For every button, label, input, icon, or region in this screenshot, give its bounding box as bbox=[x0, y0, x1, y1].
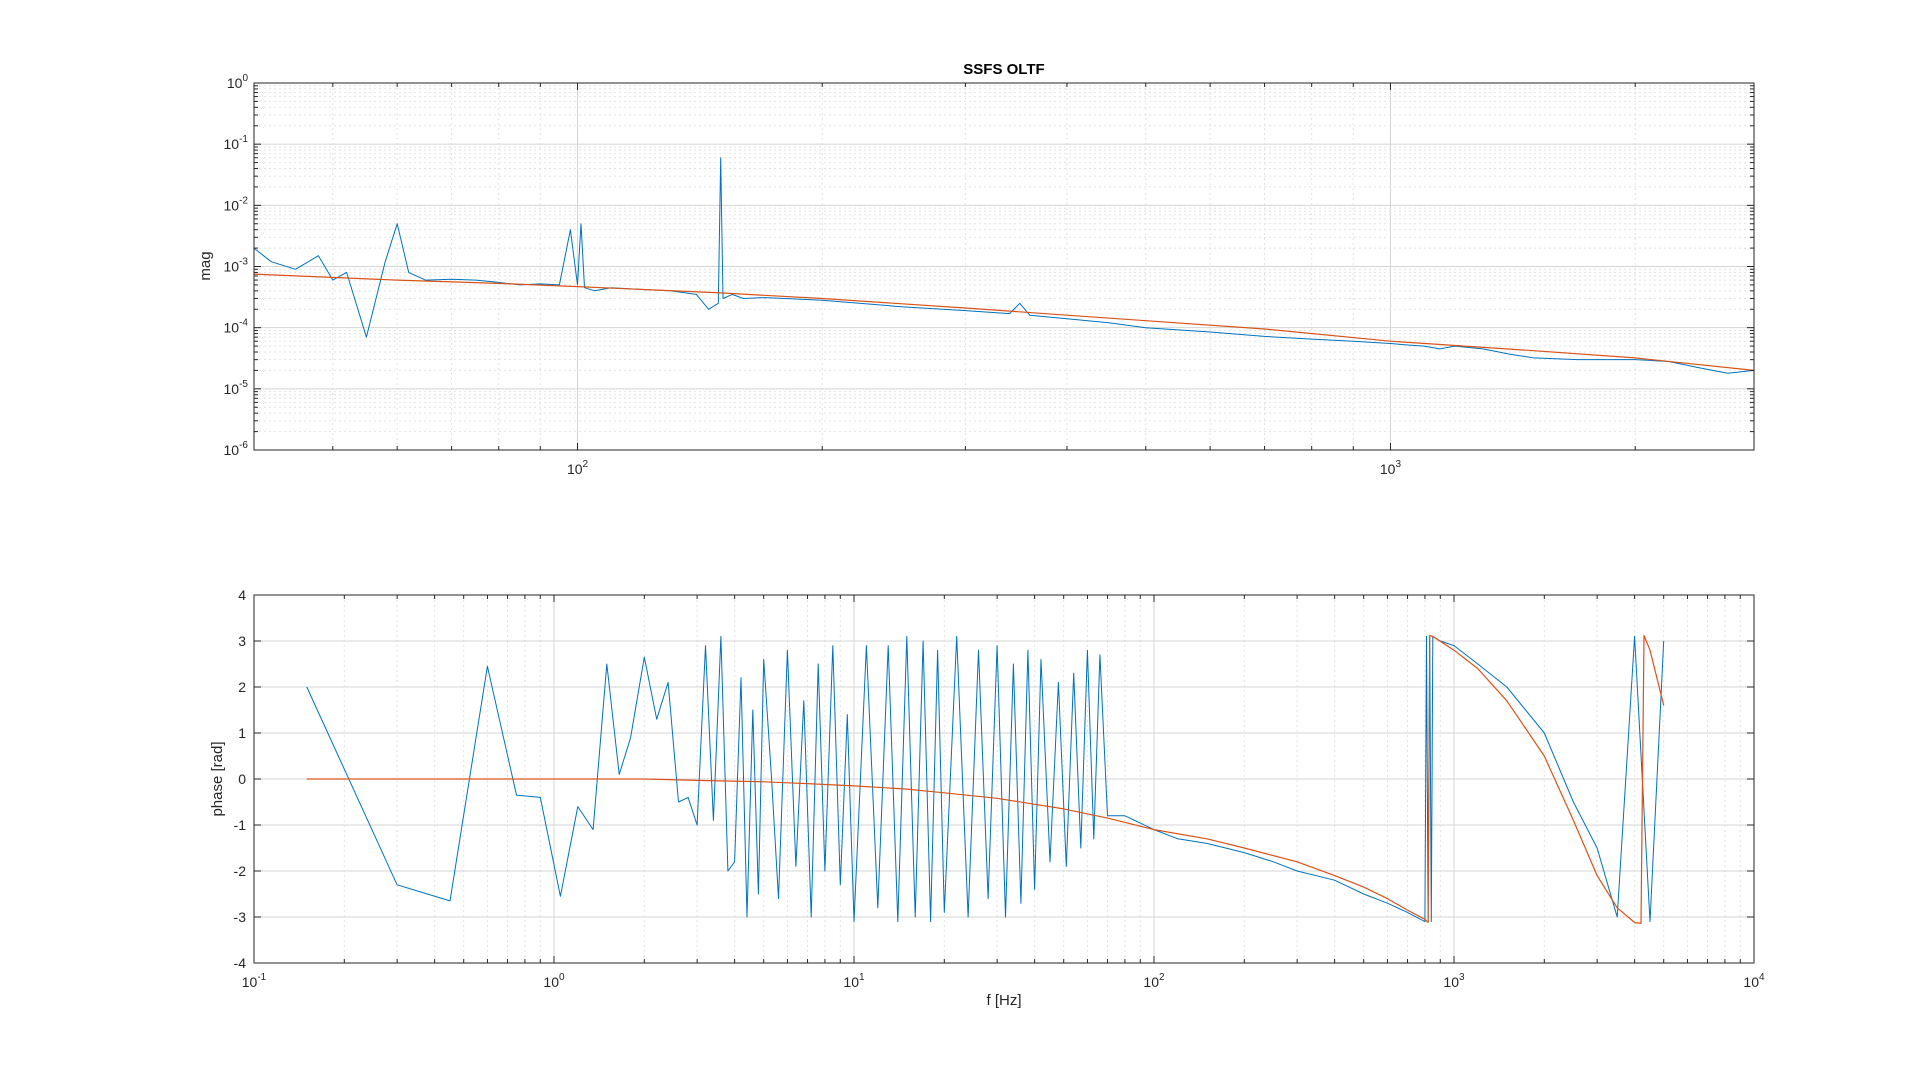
mag-x-tick-label: 103 bbox=[1380, 459, 1402, 477]
phase-lines bbox=[306, 634, 1665, 925]
mag-measured-line bbox=[253, 157, 1755, 374]
phase-grid bbox=[253, 594, 1755, 964]
phase-y-tick-label: -4 bbox=[234, 955, 247, 971]
phase-x-tick-label: 101 bbox=[843, 972, 865, 990]
phase-x-tick-label: 10-1 bbox=[242, 972, 267, 990]
phase-x-axis-label: f [Hz] bbox=[986, 992, 1021, 1009]
phase-x-tick-label: 102 bbox=[1143, 972, 1165, 990]
mag-y-tick-label: 10-2 bbox=[224, 195, 249, 213]
mag-y-tick-label: 10-4 bbox=[224, 318, 249, 336]
phase-y-tick-label: -1 bbox=[234, 817, 247, 833]
mag-x-tick-label: 102 bbox=[567, 459, 589, 477]
phase-x-tick-label: 103 bbox=[1443, 972, 1465, 990]
mag-y-tick-label: 10-3 bbox=[224, 257, 249, 275]
phase-x-tick-label: 100 bbox=[543, 972, 565, 990]
phase-y-tick-label: -3 bbox=[234, 909, 247, 925]
phase-y-tick-label: 0 bbox=[238, 771, 246, 787]
mag-axes: 102 103 100 10-1 10-2 10-3 10-4 10-5 10-6 SSFS O… bbox=[197, 61, 1755, 477]
mag-ticks: 102 103 100 10-1 10-2 10-3 10-4 10-5 10-6 bbox=[224, 73, 1754, 477]
mag-y-tick-label: 10-1 bbox=[224, 134, 249, 152]
mag-lines bbox=[253, 157, 1755, 374]
mag-y-tick-label: 100 bbox=[227, 73, 249, 91]
phase-y-tick-label: 1 bbox=[238, 725, 246, 741]
phase-model-line bbox=[306, 634, 1665, 925]
mag-y-axis-label: mag bbox=[197, 251, 214, 280]
phase-x-tick-label: 104 bbox=[1743, 972, 1765, 990]
phase-y-tick-label: 3 bbox=[238, 633, 246, 649]
phase-y-axis-label: phase [rad] bbox=[209, 741, 226, 816]
phase-y-tick-label: -2 bbox=[234, 863, 247, 879]
phase-y-tick-label: 2 bbox=[238, 679, 246, 695]
mag-y-tick-label: 10-5 bbox=[224, 379, 249, 397]
phase-y-tick-label: 4 bbox=[238, 587, 246, 603]
phase-measured-line bbox=[306, 635, 1665, 923]
mag-y-tick-label: 10-6 bbox=[224, 440, 249, 458]
mag-grid bbox=[253, 82, 1754, 451]
mag-chart-title: SSFS OLTF bbox=[963, 61, 1044, 78]
mag-model-line bbox=[253, 273, 1755, 371]
